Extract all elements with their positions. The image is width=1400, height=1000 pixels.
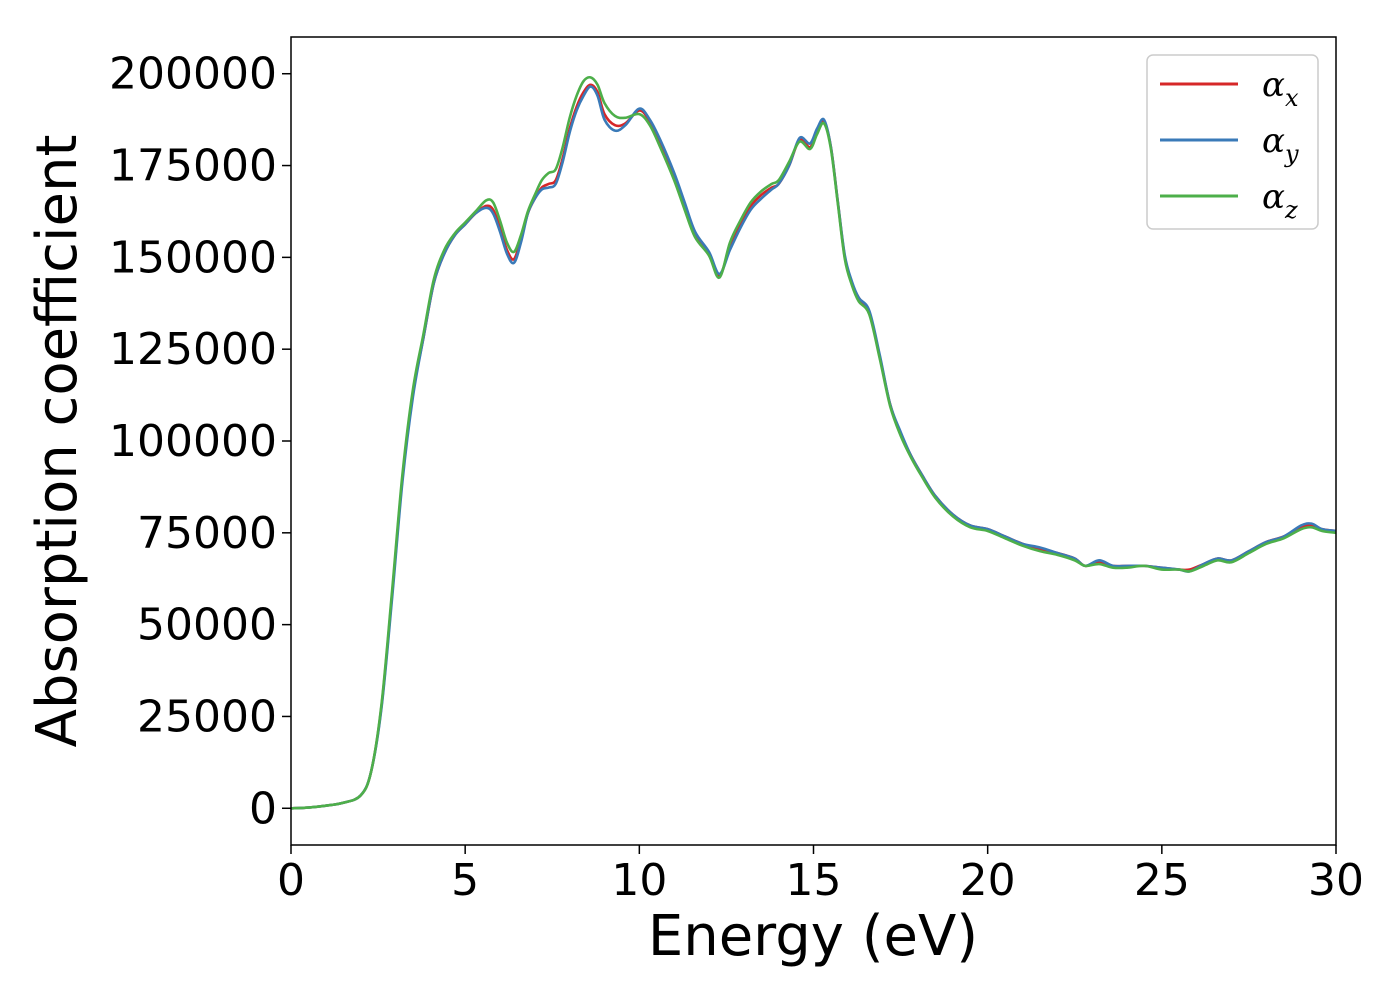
series-line-alpha-z [291, 75, 1336, 810]
y-tick-label: 100000 [109, 416, 277, 467]
x-axis-ticks: 0 5 10 15 20 25 30 [277, 845, 1364, 906]
y-tick-label: 50000 [137, 600, 277, 651]
x-tick-label: 0 [277, 855, 305, 906]
x-axis-title: Energy (eV) [648, 904, 978, 969]
y-tick-label: 200000 [109, 49, 277, 100]
y-axis-title: Absorption coefficient [25, 135, 90, 748]
x-tick-label: 30 [1308, 855, 1364, 906]
y-axis-ticks: 0 25000 50000 75000 100000 125000 150000 175000… [109, 49, 291, 834]
y-tick-label: 25000 [137, 691, 277, 742]
x-tick-label: 25 [1134, 855, 1190, 906]
y-tick-label: 75000 [137, 508, 277, 559]
x-tick-label: 20 [960, 855, 1016, 906]
x-tick-label: 15 [786, 855, 842, 906]
x-tick-label: 5 [451, 855, 479, 906]
y-tick-label: 125000 [109, 324, 277, 375]
legend-box [1146, 54, 1319, 230]
x-tick-label: 10 [611, 855, 667, 906]
y-tick-label: 0 [249, 783, 277, 834]
series-lines [291, 75, 1336, 810]
y-tick-label: 175000 [109, 141, 277, 192]
y-tick-label: 150000 [109, 232, 277, 283]
